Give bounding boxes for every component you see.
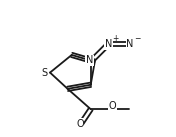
Text: O: O bbox=[109, 101, 116, 111]
Text: N: N bbox=[126, 39, 134, 49]
Text: −: − bbox=[134, 34, 141, 43]
Text: N: N bbox=[105, 39, 112, 49]
Text: S: S bbox=[42, 68, 48, 78]
Text: O: O bbox=[76, 119, 84, 129]
Text: +: + bbox=[112, 34, 118, 43]
Text: N: N bbox=[86, 55, 93, 65]
